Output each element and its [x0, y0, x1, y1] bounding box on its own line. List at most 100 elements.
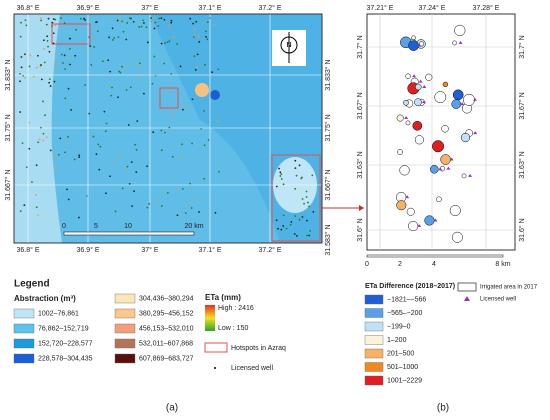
well [146, 165, 148, 168]
well [181, 108, 184, 111]
well [20, 56, 23, 58]
well [206, 38, 209, 41]
well [66, 188, 68, 191]
lon-label: 36.8° E [16, 246, 39, 254]
well [19, 35, 22, 38]
north-label: N [286, 42, 291, 49]
well [446, 166, 451, 170]
well [468, 173, 473, 177]
well [293, 233, 296, 235]
well [38, 138, 41, 141]
well [79, 17, 82, 20]
field [436, 196, 442, 203]
well [204, 30, 207, 33]
well [24, 19, 27, 22]
well [120, 156, 122, 159]
well [308, 205, 311, 208]
well [65, 140, 68, 143]
well [89, 45, 92, 47]
field [451, 99, 462, 109]
map-a: N [13, 13, 364, 244]
scale-label: 8 km [495, 261, 510, 268]
map-b-frame [366, 13, 516, 251]
well [29, 54, 32, 57]
field [414, 98, 422, 106]
well [152, 17, 155, 19]
irrigated-swatch [457, 282, 477, 292]
well [279, 175, 282, 177]
well [136, 76, 139, 79]
field [415, 83, 422, 91]
well [68, 58, 71, 61]
lon-label: 37.24° E [419, 4, 446, 12]
well [63, 22, 66, 25]
eta-diff-label: 1–200 [387, 337, 407, 344]
lat-label: 31.833° N [324, 59, 332, 90]
hotspot-box [159, 87, 179, 109]
well [48, 50, 51, 53]
well [92, 135, 95, 138]
map-a-border [13, 13, 323, 244]
eta-high: High : 2416 [218, 305, 254, 312]
well [170, 129, 172, 131]
well [121, 65, 123, 68]
well [95, 153, 98, 156]
well [20, 66, 23, 69]
well [95, 21, 97, 24]
field [441, 125, 449, 133]
well [473, 131, 478, 135]
abstraction-swatch [13, 353, 35, 364]
well-label: Licensed well [480, 297, 516, 303]
well [64, 151, 66, 154]
well [114, 210, 117, 213]
lon-label: 36.9° E [76, 246, 99, 254]
well [167, 88, 170, 91]
well [196, 200, 199, 203]
well [275, 219, 278, 222]
well [112, 39, 114, 41]
well [179, 65, 182, 68]
well [25, 24, 28, 27]
well [282, 225, 285, 228]
eta-ramp [205, 305, 215, 331]
well-swatch [214, 367, 216, 369]
well [164, 131, 166, 134]
hotspot [210, 90, 220, 100]
well [28, 147, 31, 150]
well [150, 20, 153, 23]
well [160, 129, 163, 132]
well [45, 23, 48, 26]
well [146, 206, 149, 209]
well [121, 187, 124, 190]
well [88, 36, 90, 39]
well [181, 187, 184, 190]
abstraction-swatch [13, 308, 35, 319]
well [164, 42, 166, 45]
well [306, 234, 308, 237]
well [217, 68, 220, 71]
well [217, 119, 219, 122]
eta-title: ETa (mm) [205, 293, 241, 302]
well [198, 211, 200, 213]
well [133, 190, 135, 192]
well [203, 177, 206, 180]
abstraction-swatch [114, 353, 136, 364]
well [101, 60, 104, 63]
well [37, 141, 40, 144]
field [463, 93, 475, 106]
well [193, 28, 196, 31]
field [460, 132, 471, 143]
well [211, 71, 214, 74]
scale-bar [366, 254, 504, 258]
well [69, 63, 72, 66]
well [306, 219, 308, 222]
well [130, 161, 133, 164]
well [129, 86, 132, 89]
well [140, 25, 143, 28]
well [157, 25, 160, 27]
well [19, 111, 22, 113]
well [84, 19, 87, 21]
field [451, 231, 463, 243]
well [184, 212, 187, 214]
well [305, 196, 308, 198]
